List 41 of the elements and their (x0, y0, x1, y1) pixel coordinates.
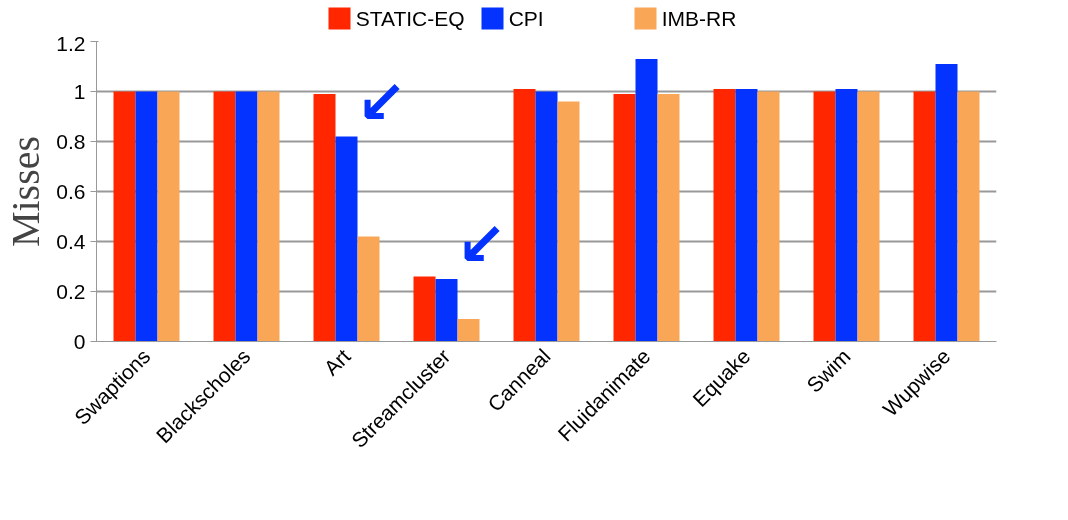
bar (535, 91, 558, 342)
bar (635, 59, 658, 342)
bar (557, 101, 580, 342)
y-tick-label: 1.2 (56, 31, 86, 55)
bar (135, 91, 158, 342)
annotation: ↙ (356, 66, 407, 137)
bar (457, 319, 480, 342)
y-tick-label: 0.2 (56, 279, 86, 303)
bar (813, 91, 836, 342)
bar (413, 276, 436, 342)
bar (735, 89, 758, 342)
y-axis-title: Misses (3, 135, 49, 248)
legend-label: CPI (508, 7, 544, 30)
y-tick-label: 0 (73, 329, 86, 353)
bar (913, 91, 936, 342)
bar (835, 89, 858, 342)
bar (713, 89, 736, 342)
bar (257, 91, 280, 342)
bar (613, 94, 636, 342)
bar (657, 94, 680, 342)
y-tick-label: 0.6 (56, 179, 86, 203)
bar (513, 89, 536, 342)
bar (357, 236, 380, 342)
bar (235, 91, 258, 342)
legend-label: STATIC-EQ (355, 7, 465, 30)
bar (757, 91, 780, 342)
y-tick-label: 0.8 (56, 129, 86, 153)
y-tick-label: 1 (73, 79, 86, 103)
bar (857, 91, 880, 342)
bar (935, 64, 958, 342)
legend-label: IMB-RR (661, 7, 737, 30)
bar (957, 91, 980, 342)
bar (435, 279, 458, 342)
y-tick-label: 0.4 (56, 229, 86, 253)
bar (113, 91, 136, 342)
bar (313, 94, 336, 342)
bar (335, 136, 358, 342)
bar (157, 91, 180, 342)
bar (213, 91, 236, 342)
x-tick-label: Art (319, 344, 355, 380)
annotation: ↙ (456, 209, 507, 279)
